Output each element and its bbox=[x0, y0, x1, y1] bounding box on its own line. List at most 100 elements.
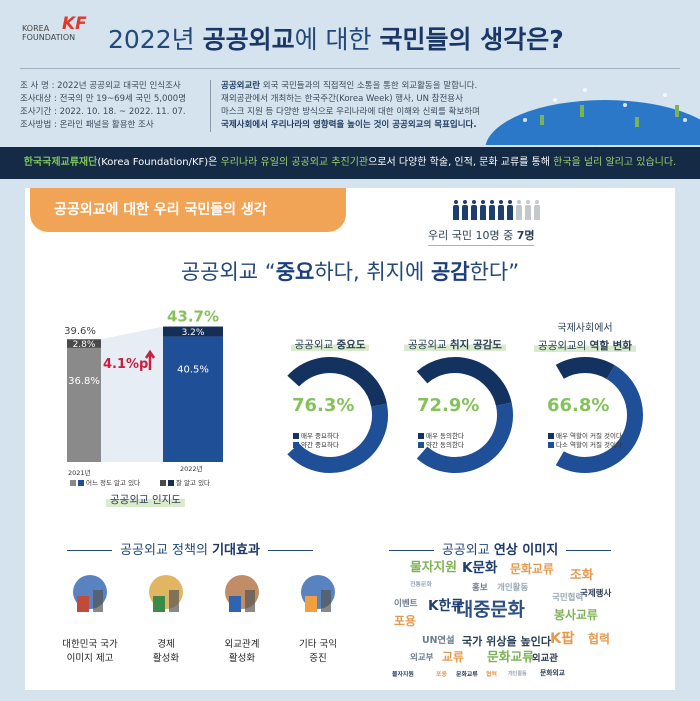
donut-segment-1 bbox=[555, 365, 643, 473]
cloud-word: 홍보 bbox=[472, 583, 488, 593]
cloud-word: 조화 bbox=[570, 568, 594, 583]
bar-2022년-series-1 bbox=[163, 326, 223, 337]
donut-segment-1 bbox=[287, 403, 388, 473]
donut-legend: 매우 중요하다 bbox=[293, 430, 339, 440]
korea-landmark-flag-icon bbox=[73, 575, 107, 612]
change-label: 4.1%p bbox=[103, 357, 148, 372]
divider bbox=[20, 68, 680, 69]
cloud-word: 문화교류 bbox=[510, 562, 554, 576]
word-cloud: 물자지원 K문화 문화교류 전통문화 홍보 개인활동 이벤트 대중문화 포용 UN연설 국가 위상을… bbox=[392, 560, 611, 677]
cloud-word: 물자지원 bbox=[410, 560, 457, 575]
donut-chart bbox=[555, 357, 643, 473]
globe-growth-chart-icon bbox=[149, 575, 183, 612]
headline: 공공외교 “중요하다, 취지에 공감한다” bbox=[180, 260, 520, 284]
cloud-word: 국민협력 bbox=[552, 593, 584, 603]
donut-chart bbox=[287, 357, 388, 473]
donut-legend: 약간 중요하다 bbox=[293, 439, 339, 449]
bar-total-label: 39.6% bbox=[64, 326, 96, 337]
person-icon bbox=[452, 200, 460, 220]
cloud-word: K한류 bbox=[428, 598, 464, 614]
cloud-word: 국가 위상을 높인다 bbox=[462, 635, 551, 648]
bar-value-label: 2.8% bbox=[73, 340, 96, 350]
person-icon bbox=[497, 200, 505, 220]
cloud-word: 교류 bbox=[442, 650, 464, 664]
world-map-illustration bbox=[485, 88, 700, 145]
effect-item: 외교관계 활성화 bbox=[207, 570, 277, 666]
donut-legend: 매우 역할이 커질 것이다 bbox=[548, 430, 622, 440]
effect-item: 대한민국 국가 이미지 제고 bbox=[55, 570, 125, 666]
kf-logo: KOREA FOUNDATION KF bbox=[22, 16, 87, 43]
section-tab: 공공외교에 대한 우리 국민들의 생각 bbox=[30, 188, 346, 232]
cloud-word: 문화교류 bbox=[456, 671, 478, 678]
handshake-globe-icon bbox=[225, 575, 259, 612]
survey-row: 조사방법 : 온라인 패널을 활용한 조사 bbox=[20, 120, 154, 130]
seven-of-ten-caption: 우리 국민 10명 중 7명 bbox=[428, 227, 535, 246]
awareness-bar-chart: 36.8% 2.8% 39.6% 40.5% 3.2% 43.7% 4.1%p bbox=[64, 308, 223, 462]
media-megaphone-icon bbox=[301, 575, 335, 612]
cloud-word: 전통문화 bbox=[410, 581, 432, 588]
people-icons bbox=[452, 200, 541, 220]
donut-legend: 다소 역할이 커질 것이다 bbox=[548, 439, 622, 449]
bar-value-label: 36.8% bbox=[68, 376, 100, 387]
growth-area bbox=[101, 326, 163, 462]
definition-text: 공공외교란 외국 국민들과의 직접적인 소통을 통한 외교활동을 말합니다. 재… bbox=[210, 80, 480, 132]
donut-title: 국제사회에서 공공외교의 역할 변화 bbox=[505, 319, 665, 353]
donut-chart bbox=[416, 357, 513, 473]
bar-2021년-series-1 bbox=[67, 339, 101, 348]
cloud-word: 포용 bbox=[436, 671, 447, 678]
cloud-word: 국제행사 bbox=[580, 589, 612, 599]
donut-legend: 약간 동의한다 bbox=[418, 439, 464, 449]
bar-2021년-series-0 bbox=[67, 347, 101, 462]
bar-2022년-series-0 bbox=[163, 336, 223, 462]
survey-row: 조 사 명 : 2022년 공공외교 대국민 인식조사 bbox=[20, 81, 181, 91]
logo-mark: KF bbox=[62, 14, 87, 34]
cloud-word: K문화 bbox=[462, 560, 498, 576]
cloud-word: 포용 bbox=[394, 614, 416, 628]
donut-total: 66.8% bbox=[547, 395, 610, 416]
donut-total: 76.3% bbox=[292, 395, 355, 416]
donut-total: 72.9% bbox=[417, 395, 480, 416]
cloud-word: 문화외교 bbox=[540, 669, 566, 677]
donut-segment-0 bbox=[287, 357, 387, 408]
cloud-word: UN연설 bbox=[422, 635, 455, 646]
effect-item: 기타 국익 증진 bbox=[283, 570, 353, 666]
cloud-word: 이벤트 bbox=[394, 599, 418, 609]
bar-year-2022: 2022년 bbox=[180, 465, 203, 473]
person-icon bbox=[461, 200, 469, 220]
person-icon bbox=[488, 200, 496, 220]
bar-value-label: 40.5% bbox=[177, 364, 209, 375]
cloud-word: 개인활동 bbox=[497, 583, 529, 593]
effects-title: 공공외교 정책의 기대효과 bbox=[40, 539, 340, 558]
person-icon bbox=[470, 200, 478, 220]
cloud-word: 문화교류 bbox=[487, 650, 534, 665]
cloud-word: 협력 bbox=[588, 632, 610, 646]
page-title: 2022년 공공외교에 대한 국민들의 생각은? bbox=[108, 25, 564, 54]
donut-segment-0 bbox=[555, 357, 615, 380]
bar-legend-2: 잘 알고 있다 bbox=[160, 477, 210, 487]
person-icon bbox=[515, 200, 523, 220]
donut-segment-0 bbox=[416, 357, 512, 407]
cloud-word: K팝 bbox=[550, 631, 575, 647]
bar-year-2021: 2021년 bbox=[68, 469, 91, 477]
donut-legend: 매우 동의한다 bbox=[418, 430, 464, 440]
cloud-word: 대중문화 bbox=[456, 600, 525, 621]
effect-item: 경제 활성화 bbox=[131, 570, 201, 666]
person-icon bbox=[479, 200, 487, 220]
person-icon bbox=[533, 200, 541, 220]
bar-total-label: 43.7% bbox=[167, 308, 219, 326]
up-arrow-icon bbox=[144, 349, 156, 370]
bar-chart-title: 공공외교 인지도 bbox=[106, 492, 185, 507]
cloud-word: 개인활동 bbox=[508, 671, 527, 677]
bar-legend-1: 어느 정도 알고 있다 bbox=[70, 477, 140, 487]
donut-segment-1 bbox=[416, 402, 513, 473]
survey-row: 조사대상 : 전국의 만 19~69세 국민 5,000명 bbox=[20, 94, 187, 104]
cloud-word: 외교부 bbox=[410, 653, 434, 663]
foundation-banner: 한국국제교류재단(Korea Foundation/KF)은 우리나라 유일의 … bbox=[0, 147, 700, 179]
cloud-title: 공공외교 연상 이미지 bbox=[370, 539, 630, 558]
cloud-word: 물자지원 bbox=[392, 671, 414, 678]
donut-title: 공공외교 취지 공감도 bbox=[375, 333, 535, 352]
cloud-word: 봉사교류 bbox=[554, 608, 598, 622]
cloud-word: 외교관 bbox=[532, 653, 558, 664]
logo-text: KOREA FOUNDATION bbox=[22, 24, 76, 42]
